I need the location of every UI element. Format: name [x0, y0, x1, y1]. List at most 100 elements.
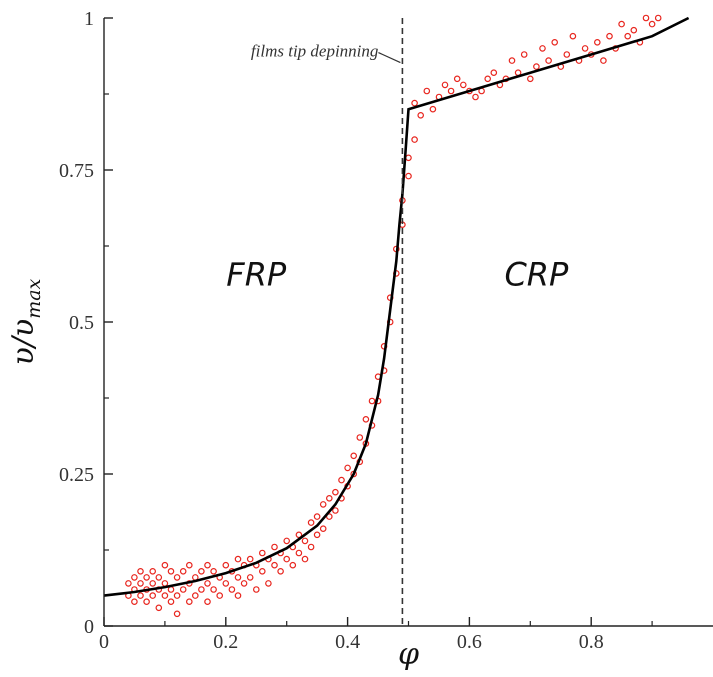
data-point — [423, 87, 431, 95]
y-tick-label: 0.75 — [59, 160, 94, 182]
x-tick-label: 0.6 — [457, 631, 482, 653]
data-point — [137, 567, 144, 575]
x-axis-title: φ — [398, 637, 419, 672]
data-point — [472, 93, 479, 101]
data-point — [332, 488, 339, 496]
data-point — [606, 32, 613, 40]
data-point — [149, 567, 157, 575]
data-point — [368, 397, 376, 405]
data-point — [192, 592, 199, 599]
data-point — [563, 51, 571, 58]
data-point — [648, 20, 656, 28]
data-point — [198, 567, 205, 575]
data-point — [630, 26, 638, 34]
data-point — [344, 464, 351, 472]
data-point — [405, 172, 412, 180]
data-point — [411, 136, 418, 143]
data-point — [246, 574, 254, 581]
data-point — [143, 574, 150, 581]
data-point — [319, 501, 327, 508]
x-tick-label: 0.2 — [213, 631, 238, 653]
data-point — [204, 561, 211, 569]
data-point — [520, 51, 528, 58]
data-point — [332, 507, 339, 514]
data-point — [222, 580, 230, 587]
data-point — [131, 574, 138, 581]
y-axis-title-subscript: max — [23, 278, 45, 318]
data-point — [258, 567, 266, 575]
data-point — [167, 567, 175, 575]
data-point — [417, 112, 425, 119]
data-point — [484, 75, 492, 83]
data-point — [533, 63, 540, 70]
region-label-crp: CRP — [504, 256, 569, 294]
data-point — [307, 543, 315, 551]
data-point — [642, 14, 650, 22]
data-point — [313, 513, 321, 520]
data-point — [283, 537, 291, 545]
region-label-frp: FRP — [226, 256, 287, 294]
data-point — [131, 598, 138, 606]
data-point — [246, 555, 254, 563]
data-point — [539, 45, 546, 52]
data-point — [167, 598, 175, 606]
y-tick-label: 0.25 — [59, 464, 94, 486]
data-point — [429, 105, 437, 113]
data-point — [204, 580, 211, 587]
data-point — [618, 20, 625, 28]
data-point — [313, 531, 321, 539]
data-point — [405, 154, 412, 162]
data-point — [179, 586, 187, 593]
data-point — [125, 580, 132, 587]
data-point — [551, 38, 559, 46]
data-point — [137, 580, 144, 587]
axes: 0 0.2 0.4 0.6 0.8 0 0.25 0.5 0.75 1 — [59, 8, 713, 653]
data-point — [545, 57, 552, 64]
data-point — [301, 555, 309, 563]
data-point — [265, 580, 272, 587]
data-point — [441, 81, 449, 89]
data-point — [186, 561, 193, 569]
data-point — [173, 574, 181, 581]
data-point — [569, 32, 577, 40]
annotation-label: films tip depinning — [251, 42, 379, 61]
data-point — [453, 75, 461, 83]
data-point — [258, 549, 266, 557]
y-axis-title: υ/υmax — [6, 278, 45, 365]
y-tick-label: 1 — [84, 8, 94, 30]
data-point — [447, 87, 455, 95]
data-point — [173, 610, 181, 618]
annotation-leader — [378, 52, 401, 64]
data-point — [137, 592, 144, 599]
data-point — [252, 586, 260, 593]
data-point — [143, 598, 150, 606]
data-point — [161, 580, 169, 587]
data-point — [198, 586, 205, 593]
data-point — [155, 604, 163, 612]
data-point — [593, 38, 601, 46]
data-point — [283, 555, 291, 563]
data-point — [508, 57, 516, 64]
data-point — [319, 525, 327, 533]
y-tick-label: 0.5 — [69, 312, 94, 334]
data-point — [301, 537, 309, 545]
data-point — [216, 592, 224, 599]
data-point — [289, 561, 297, 569]
data-point — [149, 592, 157, 599]
data-point — [271, 561, 278, 569]
data-point — [325, 494, 333, 502]
data-point — [356, 434, 364, 441]
fit-curve — [103, 16, 690, 597]
data-point — [222, 561, 230, 569]
data-point — [234, 574, 242, 581]
data-point — [271, 543, 278, 551]
data-point — [204, 598, 211, 606]
data-points — [125, 14, 662, 618]
data-point — [155, 574, 163, 581]
data-point — [161, 561, 169, 569]
data-point — [362, 415, 370, 423]
data-point — [411, 99, 418, 107]
data-point — [179, 567, 187, 575]
data-point — [624, 32, 632, 40]
